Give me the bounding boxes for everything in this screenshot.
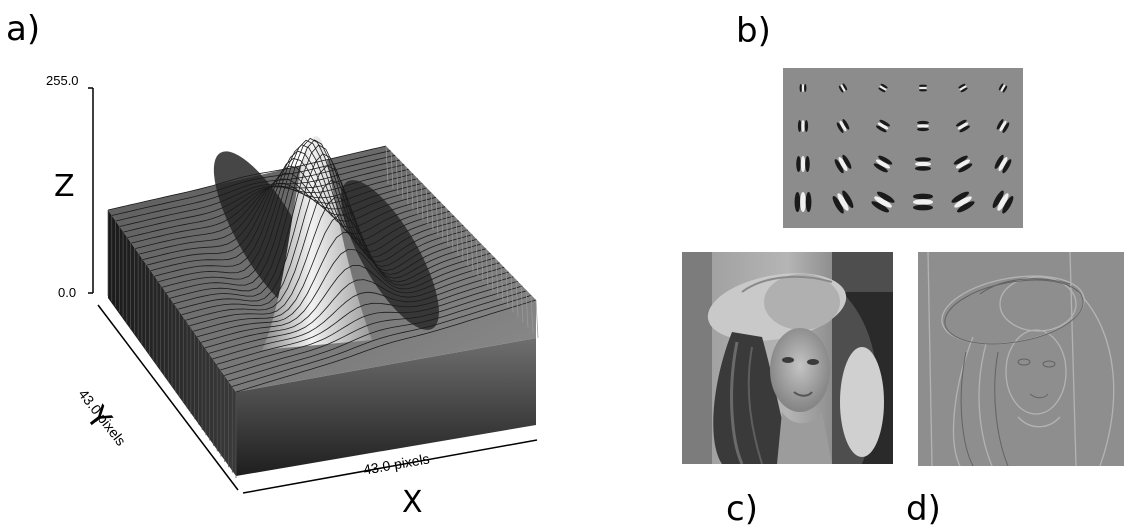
- gabor-kernel: [871, 191, 895, 213]
- gabor-kernel: [834, 154, 852, 174]
- trough-right: [341, 180, 439, 330]
- gabor-kernel: [913, 193, 933, 211]
- gabor-kernel: [794, 192, 812, 212]
- right-edge-ribs: [385, 145, 539, 339]
- left-face-ribs: [107, 210, 237, 478]
- gabor-kernel: [838, 83, 848, 93]
- gabor-kernel: [876, 119, 890, 133]
- gabor-kernel: [994, 154, 1012, 174]
- gabor-kernel: [873, 155, 893, 173]
- z-axis-label: Z: [54, 169, 75, 204]
- panel-label-b: b): [736, 11, 771, 51]
- gabor-kernel: [998, 83, 1008, 93]
- portrait-photo-illustration: [682, 252, 893, 464]
- portrait-photo: [682, 252, 893, 464]
- z-min-tick: 0.0: [58, 285, 77, 300]
- gabor-kernel: [956, 119, 970, 133]
- gabor-kernel: [914, 157, 932, 171]
- gabor-kernel: [799, 83, 807, 93]
- gabor-kernel: [996, 119, 1010, 133]
- gabor-kernel: [796, 155, 810, 173]
- filtered-edge-illustration: [918, 252, 1124, 466]
- x-axis-line: [242, 439, 538, 494]
- gabor-kernel: [918, 84, 928, 92]
- gabor-kernel: [953, 155, 973, 173]
- panel-label-d: d): [906, 489, 941, 529]
- panel-label-a: a): [6, 9, 41, 49]
- y-axis-line: [97, 304, 239, 491]
- z-max-tick: 255.0: [46, 73, 79, 88]
- panel-label-c: c): [726, 489, 758, 529]
- gabor-filter-bank: [783, 68, 1023, 228]
- gabor-kernel: [958, 83, 968, 93]
- x-axis-label: X: [402, 485, 423, 520]
- filtered-edge-image: [918, 252, 1124, 466]
- central-peak: [262, 135, 372, 350]
- gabor-kernel: [992, 190, 1014, 214]
- gabor-kernel: [832, 190, 854, 214]
- surface-front-face: [236, 338, 536, 476]
- gabor-kernel: [951, 191, 975, 213]
- surface-contour-lines: [107, 137, 537, 393]
- gabor-kernel: [916, 120, 930, 132]
- gabor-kernel: [878, 83, 888, 93]
- gabor-kernel: [797, 119, 809, 133]
- gabor-kernel: [836, 119, 850, 133]
- filter-bank-grid: [794, 83, 1014, 214]
